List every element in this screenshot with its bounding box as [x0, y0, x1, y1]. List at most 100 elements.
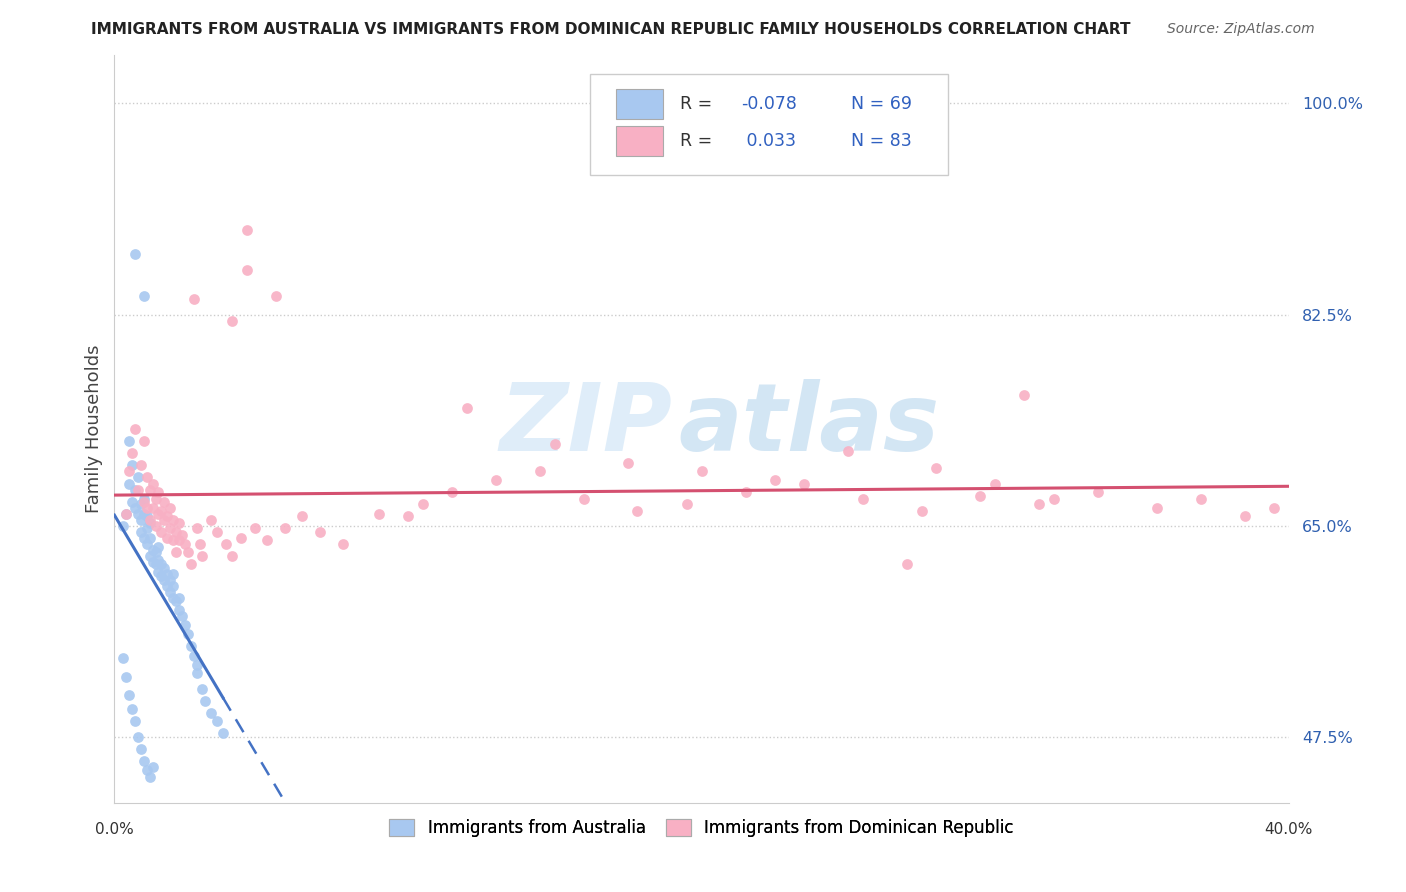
Point	[984, 476, 1007, 491]
Point	[127, 730, 149, 744]
Point	[121, 702, 143, 716]
Point	[245, 521, 267, 535]
Point	[162, 567, 184, 582]
Point	[367, 507, 389, 521]
Point	[138, 483, 160, 497]
Point	[186, 521, 208, 535]
Point	[142, 555, 165, 569]
Point	[205, 714, 228, 729]
Point	[132, 754, 155, 768]
Text: 0.0%: 0.0%	[96, 822, 134, 837]
Point	[121, 446, 143, 460]
Point	[177, 627, 200, 641]
Point	[396, 509, 419, 524]
Point	[485, 473, 508, 487]
Point	[1014, 388, 1036, 402]
FancyBboxPatch shape	[616, 89, 662, 119]
Point	[273, 521, 295, 535]
Point	[162, 579, 184, 593]
Point	[215, 537, 238, 551]
Point	[925, 460, 948, 475]
Y-axis label: Family Households: Family Households	[86, 345, 103, 514]
Point	[162, 513, 184, 527]
Point	[212, 726, 235, 740]
Point	[544, 436, 567, 450]
Point	[135, 763, 157, 777]
Point	[191, 549, 214, 563]
Text: N = 83: N = 83	[851, 132, 911, 150]
Point	[148, 565, 170, 579]
Point	[177, 545, 200, 559]
Point	[793, 476, 815, 491]
Point	[309, 524, 332, 539]
FancyBboxPatch shape	[591, 74, 948, 175]
Point	[186, 665, 208, 680]
Point	[183, 649, 205, 664]
Point	[135, 470, 157, 484]
Point	[194, 694, 217, 708]
Point	[165, 593, 187, 607]
Point	[235, 223, 257, 237]
Point	[1263, 500, 1285, 515]
Point	[156, 567, 179, 582]
Point	[156, 579, 179, 593]
Point	[167, 603, 190, 617]
Point	[1087, 485, 1109, 500]
Point	[186, 657, 208, 672]
Legend: Immigrants from Australia, Immigrants from Dominican Republic: Immigrants from Australia, Immigrants fr…	[382, 812, 1021, 844]
Point	[200, 513, 222, 527]
Point	[690, 465, 713, 479]
Point	[148, 485, 170, 500]
Point	[221, 549, 243, 563]
Point	[145, 492, 167, 507]
Point	[162, 591, 184, 606]
Point	[145, 558, 167, 572]
Point	[167, 533, 190, 548]
Point	[148, 507, 170, 521]
Point	[165, 545, 187, 559]
Point	[112, 651, 135, 665]
Point	[150, 569, 173, 583]
Point	[132, 531, 155, 545]
Point	[129, 742, 152, 756]
Point	[456, 401, 478, 415]
Point	[188, 537, 211, 551]
Text: 0.033: 0.033	[741, 132, 796, 150]
Point	[676, 497, 699, 511]
Point	[118, 434, 141, 449]
Point	[159, 500, 181, 515]
Point	[129, 497, 152, 511]
Point	[142, 500, 165, 515]
Point	[229, 531, 252, 545]
Point	[112, 518, 135, 533]
Point	[156, 509, 179, 524]
Point	[153, 573, 176, 587]
Point	[115, 507, 138, 521]
Point	[626, 504, 648, 518]
Point	[170, 609, 193, 624]
Point	[129, 458, 152, 473]
Point	[180, 640, 202, 654]
Point	[1028, 497, 1050, 511]
Point	[135, 500, 157, 515]
Text: atlas: atlas	[678, 379, 939, 472]
Point	[132, 494, 155, 508]
Point	[118, 476, 141, 491]
Point	[173, 617, 195, 632]
Point	[121, 494, 143, 508]
Point	[572, 492, 595, 507]
Point	[145, 545, 167, 559]
Point	[205, 524, 228, 539]
Point	[135, 509, 157, 524]
Point	[129, 513, 152, 527]
Point	[132, 492, 155, 507]
Point	[173, 537, 195, 551]
Point	[142, 542, 165, 557]
Point	[153, 494, 176, 508]
Point	[153, 513, 176, 527]
Text: Source: ZipAtlas.com: Source: ZipAtlas.com	[1167, 22, 1315, 37]
Point	[132, 434, 155, 449]
Point	[124, 714, 146, 729]
Point	[142, 760, 165, 774]
Point	[200, 706, 222, 720]
